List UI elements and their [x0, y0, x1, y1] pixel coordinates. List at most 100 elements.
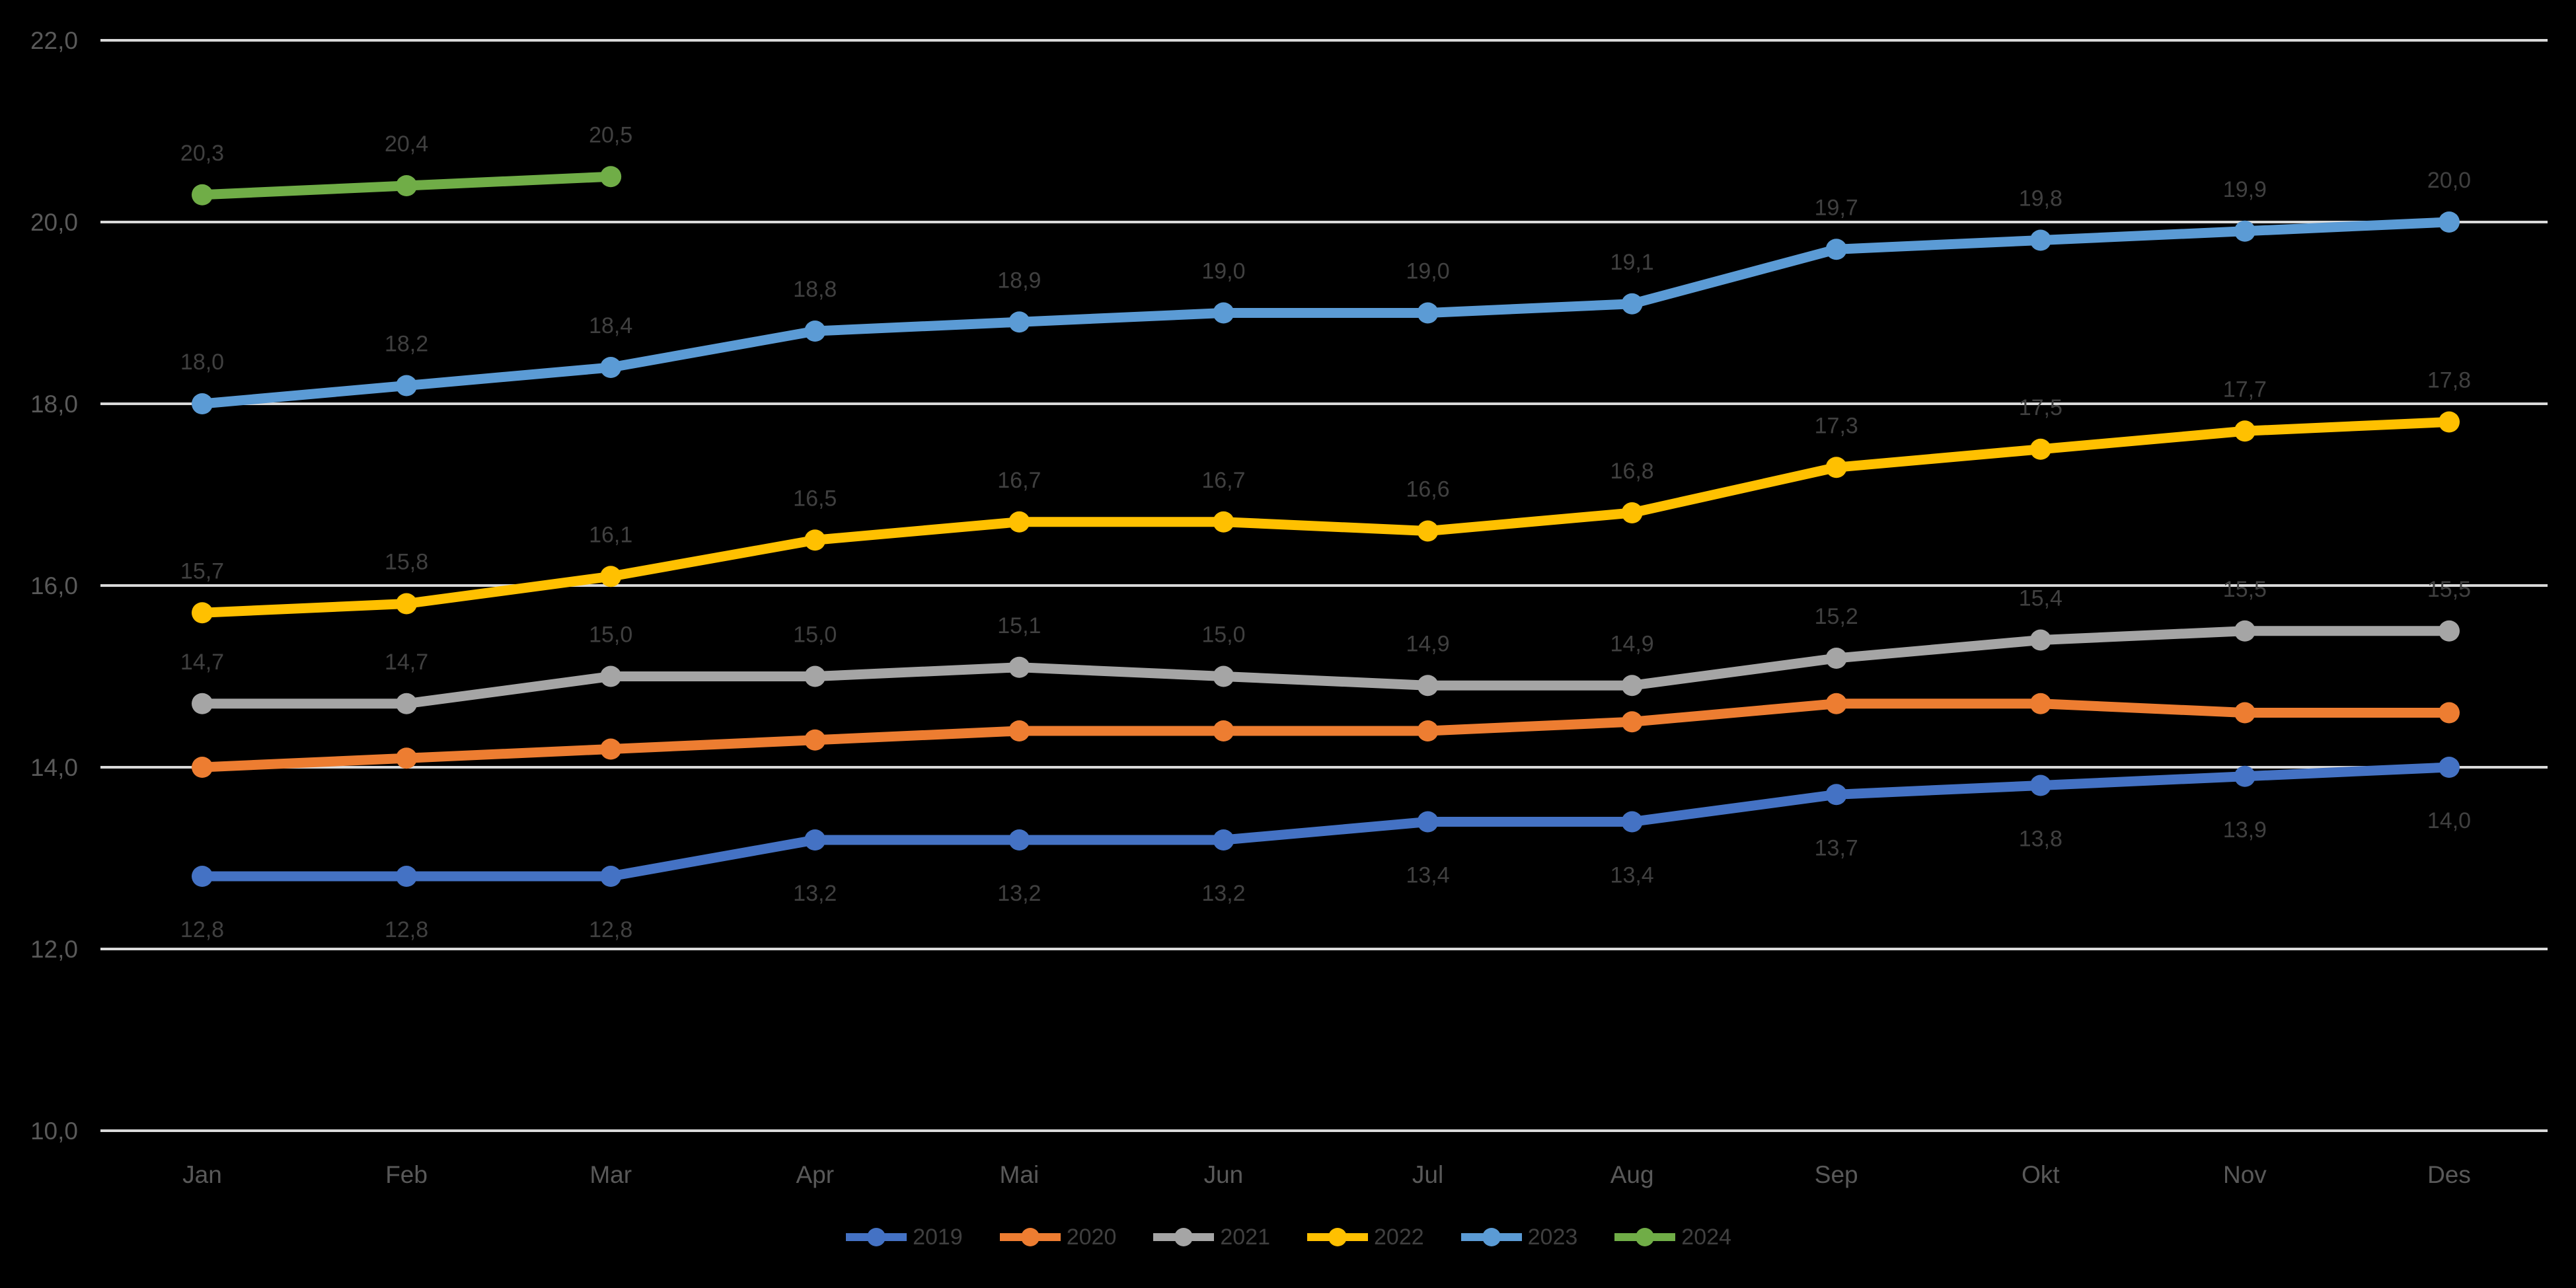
x-axis-label-mar: Mar	[589, 1161, 632, 1188]
y-axis-tick-12,0: 12,0	[30, 936, 78, 963]
x-axis-label-apr: Apr	[796, 1161, 834, 1188]
data-label-2021-Jul: 14,9	[1406, 631, 1449, 656]
data-point-2020-Jun	[1213, 720, 1234, 741]
data-point-2020-Apr	[804, 729, 826, 751]
data-label-2022-Nov: 17,7	[2223, 377, 2267, 402]
data-point-2019-Sep	[1825, 784, 1847, 806]
data-point-2022-Feb	[396, 593, 418, 615]
data-label-2021-Nov: 15,5	[2223, 577, 2267, 602]
data-point-2019-Mar	[600, 866, 622, 887]
data-label-2019-Nov: 13,9	[2223, 817, 2267, 843]
data-point-2023-Jun	[1213, 302, 1234, 324]
data-point-2022-Mai	[1008, 511, 1030, 533]
x-axis-label-feb: Feb	[385, 1161, 428, 1188]
data-label-2023-Jan: 18,0	[180, 350, 224, 375]
data-point-2021-Jun	[1213, 665, 1234, 687]
data-point-2022-Apr	[804, 529, 826, 551]
data-label-2019-Mai: 13,2	[997, 881, 1041, 906]
data-label-2022-Sep: 17,3	[1815, 413, 1858, 438]
data-label-2021-Sep: 15,2	[1815, 604, 1858, 629]
data-label-2021-Feb: 14,7	[385, 650, 428, 675]
data-label-2022-Des: 17,8	[2427, 368, 2471, 393]
data-point-2019-Jun	[1213, 829, 1234, 851]
data-label-2024-Feb: 20,4	[385, 132, 428, 157]
data-label-2023-Nov: 19,9	[2223, 177, 2267, 202]
data-point-2024-Feb	[396, 175, 418, 196]
data-label-2021-Mar: 15,0	[589, 623, 632, 648]
y-axis-tick-10,0: 10,0	[30, 1118, 78, 1145]
data-point-2021-Mai	[1008, 656, 1030, 678]
data-point-2019-Jan	[192, 866, 213, 887]
data-point-2021-Sep	[1825, 648, 1847, 669]
data-point-2023-Mar	[600, 357, 622, 378]
data-label-2019-Jul: 13,4	[1406, 863, 1449, 888]
data-label-2021-Mai: 15,1	[997, 613, 1041, 638]
data-label-2023-Sep: 19,7	[1815, 195, 1858, 220]
series-line-2022	[197, 417, 2454, 618]
data-label-2019-Okt: 13,8	[2019, 827, 2063, 852]
data-label-2022-Jul: 16,6	[1406, 477, 1449, 502]
data-point-2020-Mai	[1008, 720, 1030, 741]
data-label-2019-Feb: 12,8	[385, 917, 428, 942]
data-point-2019-Des	[2438, 757, 2460, 778]
y-axis-tick-14,0: 14,0	[30, 754, 78, 781]
data-point-2019-Apr	[804, 829, 826, 851]
data-point-2022-Okt	[2029, 438, 2051, 460]
data-label-2021-Apr: 15,0	[793, 623, 837, 648]
data-label-2021-Jan: 14,7	[180, 650, 224, 675]
data-label-2021-Aug: 14,9	[1610, 631, 1654, 656]
data-point-2023-Apr	[804, 321, 826, 342]
data-point-2019-Feb	[396, 866, 418, 887]
data-point-2021-Aug	[1621, 675, 1643, 697]
data-label-2022-Okt: 17,5	[2019, 395, 2063, 420]
data-label-2021-Des: 15,5	[2427, 577, 2471, 602]
data-label-2019-Apr: 13,2	[793, 881, 837, 906]
data-label-2023-Jun: 19,0	[1201, 259, 1245, 284]
data-label-2024-Mar: 20,5	[589, 122, 632, 147]
data-label-2023-Apr: 18,8	[793, 277, 837, 302]
series-line-2023	[197, 217, 2454, 409]
x-axis-label-jun: Jun	[1204, 1161, 1244, 1188]
x-axis-label-nov: Nov	[2223, 1161, 2267, 1188]
data-label-2023-Mai: 18,9	[997, 268, 1041, 293]
data-label-2022-Mar: 16,1	[589, 522, 632, 547]
data-point-2022-Mar	[600, 566, 622, 587]
data-label-2023-Okt: 19,8	[2019, 186, 2063, 211]
data-label-2023-Des: 20,0	[2427, 168, 2471, 193]
data-point-2021-Des	[2438, 620, 2460, 642]
data-label-2022-Aug: 16,8	[1610, 459, 1654, 484]
data-label-2023-Feb: 18,2	[385, 332, 428, 357]
data-label-2021-Okt: 15,4	[2019, 586, 2063, 611]
data-point-2019-Aug	[1621, 811, 1643, 833]
data-point-2022-Des	[2438, 411, 2460, 433]
data-point-2023-Mai	[1008, 311, 1030, 333]
y-axis-tick-22,0: 22,0	[30, 27, 78, 54]
data-label-2023-Jul: 19,0	[1406, 259, 1449, 284]
data-point-2021-Mar	[600, 665, 622, 687]
data-point-2023-Feb	[396, 375, 418, 397]
data-point-2022-Sep	[1825, 457, 1847, 478]
data-point-2023-Sep	[1825, 239, 1847, 260]
data-point-2019-Nov	[2234, 765, 2255, 787]
data-point-2020-Jan	[192, 757, 213, 778]
data-point-2021-Okt	[2029, 629, 2051, 651]
data-point-2020-Okt	[2029, 693, 2051, 714]
data-point-2021-Jan	[192, 693, 213, 714]
data-point-2023-Jan	[192, 393, 213, 414]
series-line-2020	[197, 699, 2454, 773]
data-point-2023-Des	[2438, 211, 2460, 233]
data-point-2021-Feb	[396, 693, 418, 714]
data-point-2022-Nov	[2234, 420, 2255, 442]
data-label-2022-Jun: 16,7	[1201, 468, 1245, 493]
x-axis-label-mai: Mai	[1000, 1161, 1040, 1188]
data-point-2020-Des	[2438, 702, 2460, 724]
data-label-2019-Mar: 12,8	[589, 917, 632, 942]
data-label-2022-Apr: 16,5	[793, 486, 837, 511]
data-point-2023-Aug	[1621, 293, 1643, 315]
data-point-2022-Jul	[1417, 520, 1439, 542]
series-line-2019	[197, 762, 2454, 882]
data-label-2019-Jan: 12,8	[180, 917, 224, 942]
data-point-2020-Nov	[2234, 702, 2255, 724]
series-line-2021	[197, 626, 2454, 709]
